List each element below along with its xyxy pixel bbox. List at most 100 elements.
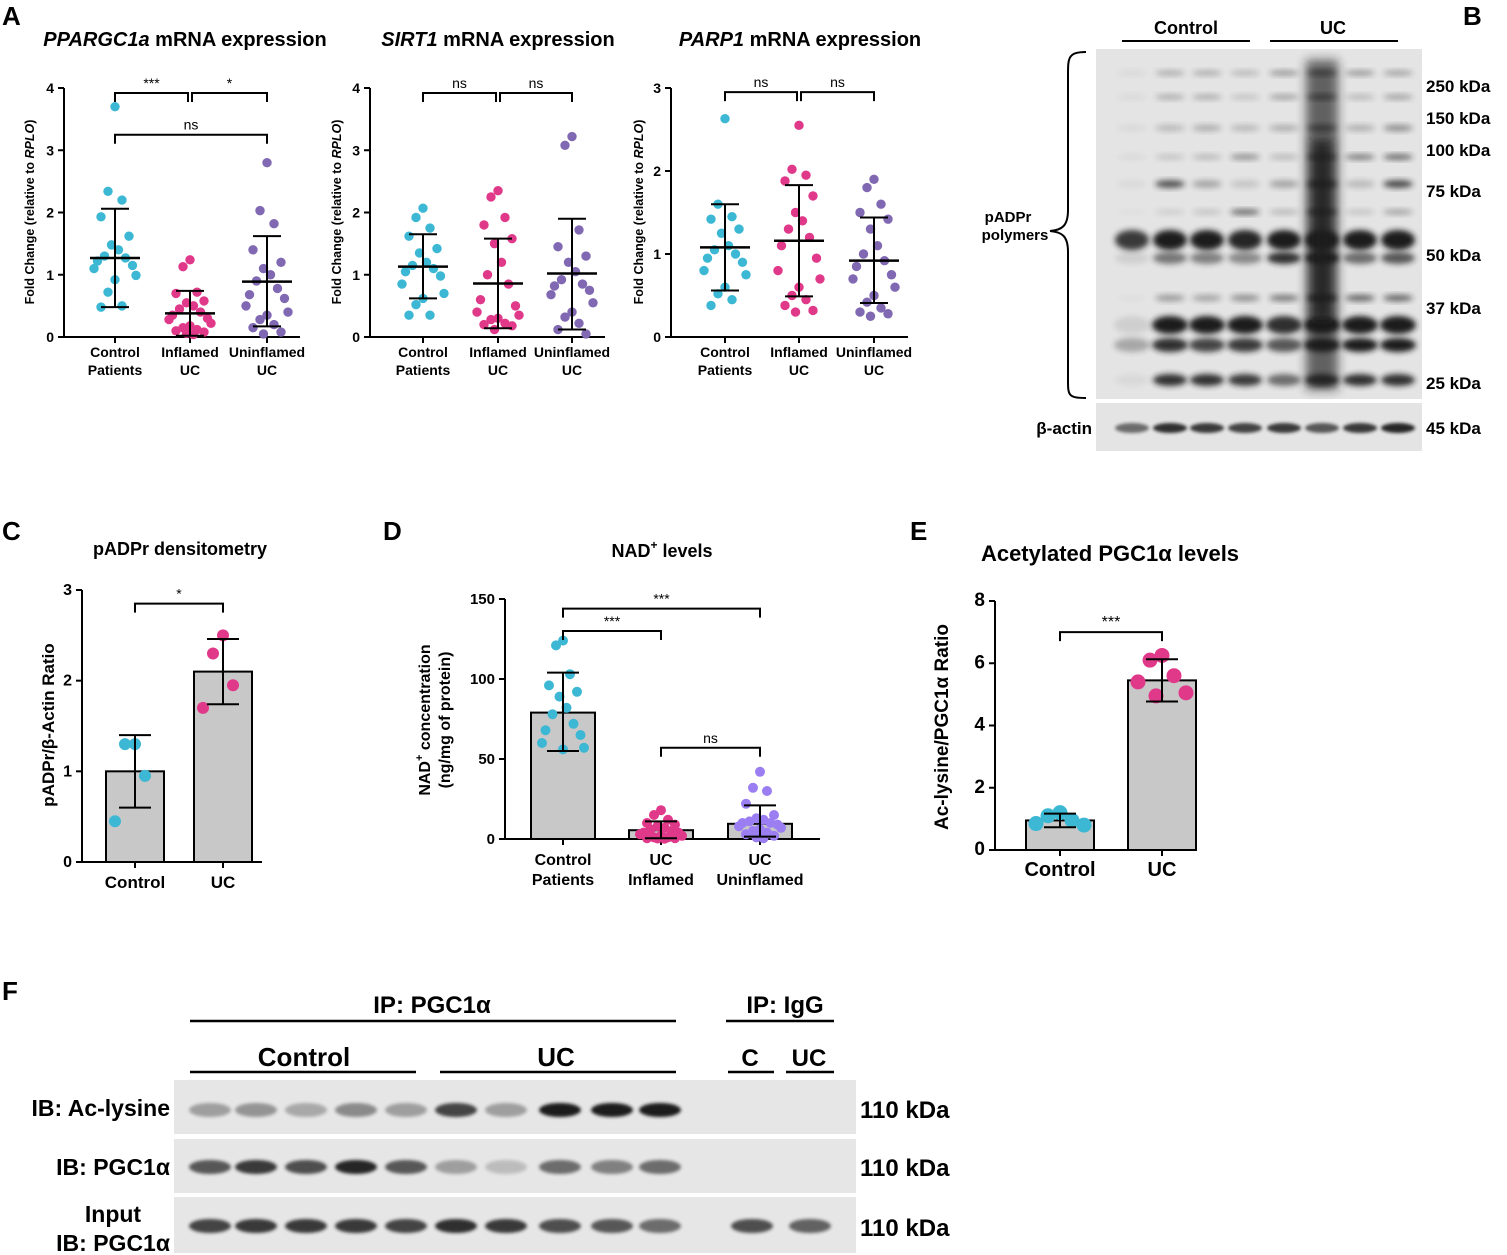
chart-a3-point — [883, 309, 893, 319]
blot-b-bands — [1114, 60, 1416, 433]
chart-a2-point — [435, 271, 446, 281]
chart-a2-point — [411, 212, 421, 223]
chart-a1-title-gene: PPARGC1a — [43, 29, 149, 51]
chart-a3-point — [706, 214, 716, 224]
chart-a1-point — [241, 301, 251, 311]
blot-f-row1-band — [435, 1103, 477, 1117]
chart-d-point — [544, 680, 554, 691]
chart-a3-significance-label: ns — [754, 74, 769, 90]
chart-a3-category-label: Uninflamed — [836, 344, 912, 360]
chart-a3-point — [876, 199, 886, 209]
chart-d-point — [762, 786, 772, 796]
blot-b-band-100 — [1345, 154, 1375, 160]
blot-b-actin-band — [1228, 423, 1262, 433]
chart-a2-point — [400, 266, 411, 277]
blot-b-band-65 — [1383, 209, 1413, 215]
chart-a1-point — [206, 318, 216, 329]
chart-a1-point — [265, 270, 276, 280]
blot-f-row2-band — [639, 1160, 681, 1174]
blot-b-actin-band — [1267, 423, 1301, 433]
chart-d-point — [579, 742, 589, 753]
blot-b-brace-label-2: polymers — [982, 227, 1049, 244]
blot-b-band-150 — [1155, 124, 1185, 132]
chart-a2-point — [553, 242, 563, 252]
chart-a2-point — [479, 319, 489, 330]
blot-b-band-75 — [1155, 180, 1185, 188]
blot-b-band-65 — [1230, 209, 1260, 215]
chart-a1-ylabel-post: ) — [23, 120, 37, 124]
panel-letter-e: E — [910, 516, 927, 546]
chart-a3-point — [716, 228, 727, 238]
blot-b-band-55 — [1190, 230, 1224, 250]
chart-a2-point — [475, 294, 486, 305]
chart-a3-point — [727, 294, 737, 305]
chart-d-category-label: Control — [535, 852, 592, 869]
chart-e-category-label: Control — [1024, 859, 1095, 881]
blot-b-smear-core — [1312, 140, 1332, 320]
chart-e-y-tick-label: 4 — [974, 715, 985, 736]
chart-a2-y-tick-label: 2 — [352, 205, 360, 221]
chart-a3-point — [883, 214, 893, 224]
chart-a3-point — [808, 191, 818, 201]
blot-b-band-65 — [1155, 209, 1185, 215]
blot-b-band-25 — [1343, 374, 1377, 386]
blot-b-actin-mw: 45 kDa — [1426, 419, 1481, 438]
blot-f-row1-band — [591, 1103, 633, 1117]
chart-a3-point — [876, 303, 886, 313]
chart-a2-category-label: Uninflamed — [534, 344, 610, 360]
blot-b-group-uc: UC — [1320, 18, 1346, 38]
chart-a1-point — [174, 304, 185, 314]
chart-a1-point — [258, 263, 269, 274]
blot-b-band-40 — [1383, 294, 1413, 302]
blot-b-band-200 — [1345, 94, 1375, 100]
chart-d-point — [572, 686, 582, 697]
chart-a1-point — [164, 314, 174, 325]
chart-a1-point — [269, 219, 279, 229]
chart-a2-point — [489, 238, 500, 249]
blot-f-row1-band — [539, 1103, 581, 1117]
chart-a1-point — [117, 195, 127, 205]
chart-a3-point — [815, 274, 825, 284]
chart-a3-point — [790, 307, 801, 317]
blot-f-row1-band — [235, 1103, 277, 1117]
chart-a3-title-gene: PARP1 — [679, 29, 744, 51]
chart-a2-point — [546, 289, 556, 300]
blot-b-mw-50: 50 kDa — [1426, 246, 1481, 265]
chart-e-acetylated-pgc1a: 0 2 4 6 8 Control UC *** — [974, 590, 1197, 881]
chart-a3-title: PARP1 mRNA expression — [679, 29, 921, 51]
blot-b-band-32 — [1152, 338, 1188, 352]
chart-a2-point — [560, 312, 570, 322]
chart-a3-parp1: 0 1 2 3 Control Patients Inflamed UC Uninflamed U… — [653, 74, 912, 378]
chart-d-y-tick-label: 0 — [487, 831, 495, 848]
blot-b-band-37 — [1227, 316, 1263, 334]
chart-e-point — [1178, 685, 1194, 701]
chart-a2-point — [493, 186, 503, 196]
chart-d-title-main: NAD — [611, 541, 650, 561]
chart-c-significance-bracket — [134, 602, 224, 613]
chart-d-point — [568, 718, 579, 729]
chart-a1-category-label: Inflamed — [161, 344, 219, 360]
chart-e-category-label: UC — [1148, 859, 1177, 881]
chart-a2-title: SIRT1 mRNA expression — [381, 29, 614, 51]
chart-a1-point — [106, 240, 117, 250]
chart-d-point — [776, 822, 786, 833]
blot-b-band-250 — [1383, 70, 1413, 76]
chart-a3-category-label: Inflamed — [770, 344, 828, 360]
chart-d-ylabel-line2: (ng/mg of protein) — [437, 652, 454, 789]
chart-d-point — [565, 669, 575, 680]
chart-a3-ylabel-post: ) — [632, 120, 646, 124]
blot-b-mw-25: 25 kDa — [1426, 374, 1481, 393]
chart-a1-point — [188, 329, 199, 340]
blot-b-band-150 — [1192, 124, 1222, 132]
blot-f-row2-label: IB: PGC1α — [56, 1154, 170, 1180]
blot-b-band-150 — [1117, 124, 1147, 132]
chart-a3-y-tick-label: 0 — [653, 329, 661, 345]
blot-b-band-100 — [1155, 154, 1185, 160]
blot-f-row1-band — [335, 1103, 377, 1117]
chart-d-category-label: Uninflamed — [716, 872, 803, 889]
blot-f-row3-band — [789, 1219, 831, 1233]
chart-a3-point — [890, 282, 900, 292]
chart-e-point — [1166, 668, 1182, 684]
chart-e-y-tick-label: 6 — [974, 652, 985, 673]
